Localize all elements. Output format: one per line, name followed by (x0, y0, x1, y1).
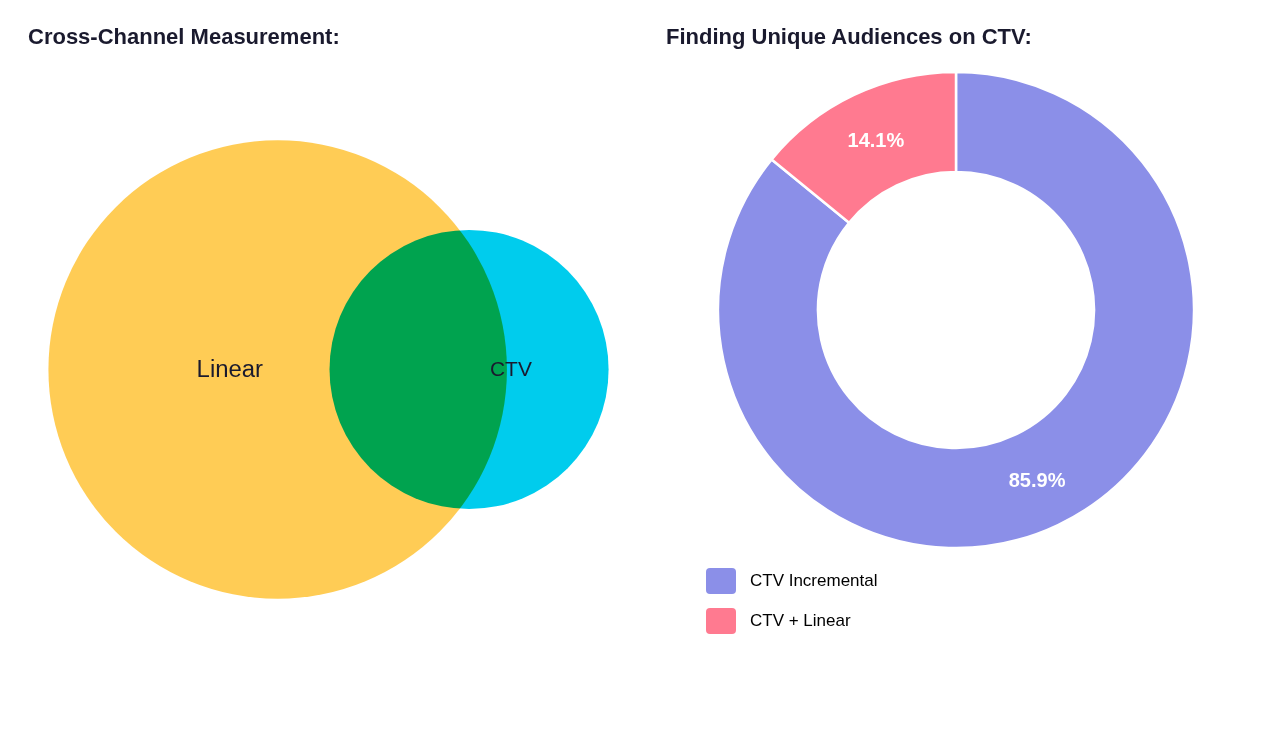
svg-text:14.1%: 14.1% (848, 129, 905, 151)
svg-text:CTV: CTV (490, 357, 532, 380)
html-text:Finding Unique Audiences on CT: Finding Unique Audiences on CTV: (666, 24, 1032, 49)
html-text:CTV Incremental: CTV Incremental (750, 571, 878, 590)
html-text:Cross-Channel Measurement:: Cross-Channel Measurement: (28, 24, 340, 49)
html-text:CTV + Linear: CTV + Linear (750, 611, 851, 630)
svg-text:Linear: Linear (197, 355, 263, 382)
svg-text:85.9%: 85.9% (1009, 469, 1066, 491)
